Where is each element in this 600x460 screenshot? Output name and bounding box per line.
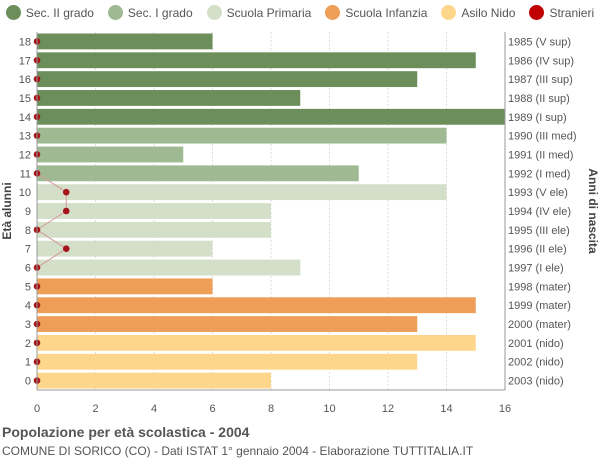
- y-tick-label-age: 8: [25, 225, 31, 237]
- bar-age-2: [37, 334, 476, 351]
- legend-swatch-scuola-primaria: [206, 5, 222, 20]
- x-tick-label: 16: [499, 403, 511, 415]
- bar-age-5: [37, 278, 213, 295]
- legend-swatch-sec-ii-grado: [5, 5, 21, 20]
- legend-label-asilo-nido: Asilo Nido: [461, 5, 516, 20]
- bar-age-0: [37, 372, 271, 389]
- x-tick-label: 14: [440, 403, 452, 415]
- legend-label-scuola-primaria: Scuola Primaria: [226, 5, 312, 20]
- y-tick-label-birth-year: 1995 (III ele): [508, 225, 570, 237]
- legend-label-stranieri: Stranieri: [549, 5, 595, 20]
- y-tick-label-birth-year: 2002 (nido): [508, 357, 564, 369]
- legend: Sec. II grado Sec. I grado Scuola Primar…: [0, 5, 600, 20]
- bar-age-6: [37, 259, 301, 276]
- y-axis-title-left: Età alunni: [0, 182, 14, 239]
- stranieri-point: [62, 188, 70, 196]
- chart-subtitle: COMUNE DI SORICO (CO) - Dati ISTAT 1° ge…: [2, 444, 474, 458]
- y-tick-label-birth-year: 1986 (IV sup): [508, 55, 574, 67]
- x-tick-label: 6: [209, 403, 215, 415]
- y-tick-label-birth-year: 1997 (I ele): [508, 263, 564, 275]
- bar-age-9: [37, 203, 271, 219]
- y-tick-label-age: 9: [25, 206, 31, 218]
- y-axis-title-right: Anni di nascita: [586, 168, 600, 254]
- legend-label-scuola-infanzia: Scuola Infanzia: [345, 5, 428, 20]
- y-tick-label-birth-year: 1985 (V sup): [508, 36, 571, 48]
- y-tick-label-age: 16: [19, 74, 31, 86]
- legend-item-stranieri: Stranieri: [529, 5, 594, 20]
- y-tick-label-birth-year: 1988 (II sup): [508, 93, 570, 105]
- bar-age-1: [37, 353, 418, 370]
- bar-age-14: [37, 108, 505, 125]
- bar-age-8: [37, 221, 271, 238]
- y-tick-label-birth-year: 1992 (I med): [508, 168, 570, 180]
- bar-age-3: [37, 316, 418, 332]
- y-tick-label-birth-year: 1989 (I sup): [508, 112, 567, 124]
- y-tick-label-age: 13: [19, 131, 31, 143]
- y-tick-label-age: 3: [25, 319, 31, 331]
- y-tick-label-age: 1: [25, 357, 31, 369]
- y-tick-label-birth-year: 1998 (mater): [508, 281, 571, 293]
- y-tick-label-age: 6: [25, 263, 31, 275]
- y-tick-label-birth-year: 1993 (V ele): [508, 187, 568, 199]
- legend-item-scuola-primaria: Scuola Primaria: [206, 5, 312, 20]
- legend-swatch-stranieri: [529, 5, 545, 20]
- chart-title: Popolazione per età scolastica - 2004: [2, 424, 250, 440]
- legend-item-sec-i-grado: Sec. I grado: [107, 5, 193, 20]
- bar-age-4: [37, 297, 476, 314]
- x-tick-label: 0: [34, 403, 40, 415]
- legend-swatch-scuola-infanzia: [325, 5, 341, 20]
- bar-age-10: [37, 184, 447, 201]
- bar-age-17: [37, 52, 476, 69]
- x-tick-label: 8: [268, 403, 274, 415]
- y-tick-label-age: 10: [19, 187, 31, 199]
- legend-label-sec-ii-grado: Sec. II grado: [25, 5, 94, 20]
- y-tick-label-birth-year: 2001 (nido): [508, 338, 564, 350]
- stranieri-point: [62, 207, 70, 215]
- y-tick-label-birth-year: 1991 (II med): [508, 149, 573, 161]
- legend-item-scuola-infanzia: Scuola Infanzia: [325, 5, 427, 20]
- y-tick-label-age: 18: [19, 36, 31, 48]
- y-tick-label-age: 11: [20, 168, 31, 180]
- x-tick-label: 10: [323, 403, 335, 415]
- y-tick-label-birth-year: 2000 (mater): [508, 319, 571, 331]
- stranieri-point: [62, 245, 70, 252]
- y-tick-label-age: 14: [19, 112, 31, 124]
- legend-swatch-sec-i-grado: [107, 5, 123, 20]
- y-tick-label-age: 2: [25, 338, 31, 350]
- legend-swatch-asilo-nido: [441, 5, 457, 20]
- legend-label-sec-i-grado: Sec. I grado: [127, 5, 193, 20]
- y-tick-label-birth-year: 1990 (III med): [508, 131, 576, 143]
- y-tick-label-age: 15: [19, 93, 31, 105]
- bar-age-15: [37, 90, 301, 106]
- bar-age-11: [37, 165, 359, 182]
- y-tick-label-age: 7: [25, 244, 31, 256]
- bar-age-18: [37, 33, 213, 50]
- y-tick-label-age: 17: [19, 55, 31, 67]
- y-tick-label-birth-year: 1994 (IV ele): [508, 206, 571, 218]
- legend-item-sec-ii-grado: Sec. II grado: [5, 5, 94, 20]
- bar-age-13: [37, 127, 447, 144]
- x-tick-label: 12: [382, 403, 394, 415]
- bar-age-12: [37, 146, 184, 163]
- y-tick-label-birth-year: 1996 (II ele): [508, 244, 567, 256]
- y-tick-label-birth-year: 2003 (nido): [508, 376, 564, 388]
- y-tick-label-age: 4: [25, 300, 31, 312]
- bar-age-7: [37, 240, 213, 257]
- y-tick-label-age: 0: [25, 376, 31, 388]
- x-tick-label: 2: [92, 403, 98, 415]
- y-tick-label-age: 12: [19, 149, 31, 161]
- y-tick-label-age: 5: [25, 281, 31, 293]
- bar-age-16: [37, 71, 418, 88]
- x-tick-label: 4: [151, 403, 157, 415]
- legend-item-asilo-nido: Asilo Nido: [441, 5, 515, 20]
- y-tick-label-birth-year: 1999 (mater): [508, 300, 571, 312]
- y-tick-label-birth-year: 1987 (III sup): [508, 74, 573, 86]
